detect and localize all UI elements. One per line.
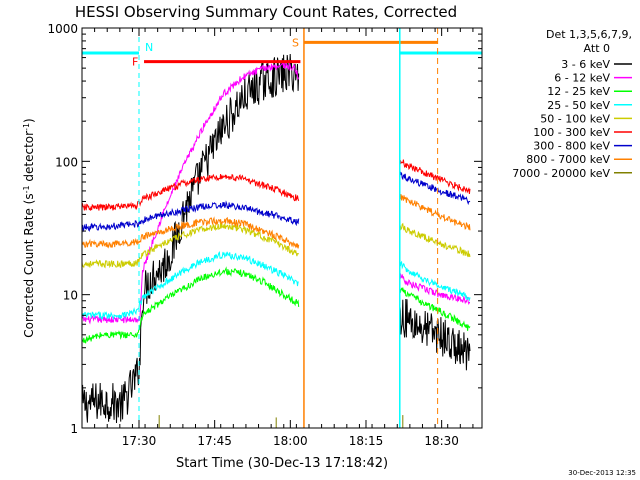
series-line [399,194,471,231]
y-tick-label: 1000 [47,22,78,36]
series-line [399,273,470,305]
series-line [399,298,471,371]
series-line [81,53,300,424]
series-line [81,173,300,211]
legend-entry-label: 300 - 800 keV [533,140,610,153]
plot-frame [81,27,483,429]
legend-entry-label: 25 - 50 keV [547,99,610,112]
series-line [81,216,300,249]
legend-entry-label: 800 - 7000 keV [526,153,610,166]
legend-entry-label: 3 - 6 keV [561,58,610,71]
series-line [81,222,300,269]
x-tick-label: 18:30 [424,434,459,448]
legend-entry-label: 6 - 12 keV [554,72,610,85]
legend-entry-label: 7000 - 20000 keV [512,167,610,180]
footer-timestamp: 30-Dec-2013 12:35 [568,469,636,477]
flare-flag-label: F [132,56,138,69]
chart-title: HESSI Observing Summary Count Rates, Cor… [75,3,457,21]
night-flag-label: N [145,41,153,54]
y-tick-label: 1 [70,422,78,436]
series-line [81,62,300,325]
series-line [399,287,471,331]
y-tick-label: 100 [55,155,78,169]
legend-entry-label: 100 - 300 keV [533,126,610,139]
series-line [81,250,299,321]
series-line [81,200,300,233]
series-line [81,266,300,344]
series-line [399,222,471,258]
saa-flag-label: S [292,36,299,49]
legend-header-line-2: Att 0 [584,42,610,55]
x-axis-label: Start Time (30-Dec-13 17:18:42) [176,456,388,471]
x-tick-label: 18:15 [349,434,384,448]
legend-entry-label: 12 - 25 keV [547,85,610,98]
y-tick-label: 10 [63,289,78,303]
series-line [399,159,471,195]
x-tick-label: 17:45 [197,434,232,448]
x-tick-label: 17:30 [122,434,157,448]
x-tick-label: 18:00 [273,434,308,448]
series-line [399,260,471,302]
legend-header-line-1: Det 1,3,5,6,7,9, [546,28,632,41]
y-axis-label: Corrected Count Rate (s-1 detector-1) [22,118,37,337]
legend-entry-label: 50 - 100 keV [540,112,610,125]
series-line [399,171,471,206]
